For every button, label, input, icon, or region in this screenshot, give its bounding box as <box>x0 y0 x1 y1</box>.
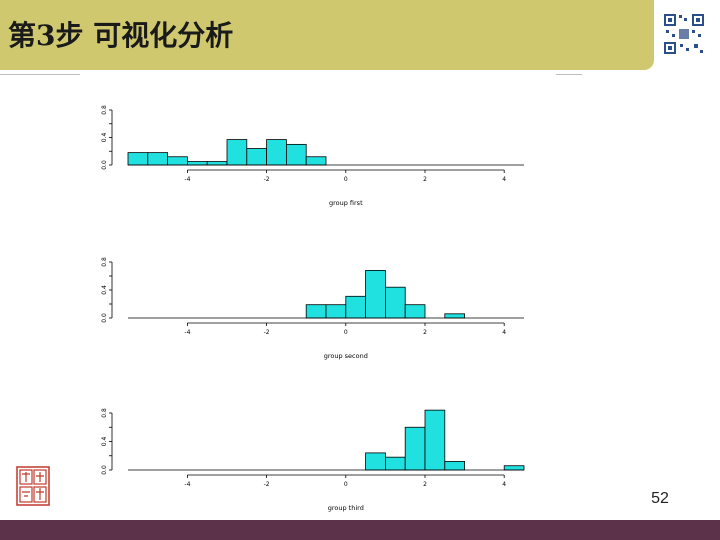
x-tick-label: -2 <box>264 329 270 336</box>
y-tick-label: 0.4 <box>101 133 108 143</box>
x-tick-label: 4 <box>502 481 506 488</box>
x-tick-label: 0 <box>344 176 348 183</box>
header-band <box>0 0 654 70</box>
slide-title: 第3步 可视化分析 <box>8 19 234 52</box>
histogram-bar <box>424 409 446 471</box>
histogram-bar <box>404 426 426 471</box>
y-tick-label: 0.8 <box>101 105 108 115</box>
histogram-bar <box>444 461 465 471</box>
y-tick-label: 0.8 <box>101 257 108 267</box>
histogram-bar <box>246 148 268 166</box>
y-tick-label: 0.0 <box>101 465 108 475</box>
x-axis-label: group first <box>329 199 363 207</box>
histogram-bar <box>503 465 525 471</box>
histogram-bar <box>325 304 347 319</box>
page-number: 52 <box>651 490 669 507</box>
y-tick-label: 0.0 <box>101 313 108 323</box>
header-divider-right <box>556 74 582 75</box>
histogram-bar <box>384 286 406 319</box>
x-axis-label: group third <box>328 504 364 512</box>
y-tick-label: 0.4 <box>101 285 108 295</box>
x-axis-label: group second <box>324 352 368 360</box>
footer-band <box>0 520 720 540</box>
x-tick-label: 4 <box>502 329 506 336</box>
x-tick-label: -4 <box>184 329 190 336</box>
y-tick-label: 0.0 <box>101 160 108 170</box>
qr-code-icon <box>662 12 706 56</box>
histogram-bar <box>345 295 366 319</box>
x-tick-label: 2 <box>423 481 427 488</box>
x-tick-label: 2 <box>423 329 427 336</box>
x-tick-label: -4 <box>184 176 190 183</box>
histogram-bar <box>147 152 169 166</box>
y-tick-label: 0.4 <box>101 437 108 447</box>
histogram-bar <box>404 304 426 319</box>
histogram-bar <box>186 161 208 166</box>
histogram-bar <box>167 156 188 166</box>
header-divider <box>0 74 80 75</box>
histogram-bar <box>305 304 327 319</box>
x-tick-label: 2 <box>423 176 427 183</box>
histogram-bar <box>266 139 287 166</box>
histogram-bar <box>285 143 307 166</box>
x-tick-label: 0 <box>344 329 348 336</box>
x-tick-label: -2 <box>264 481 270 488</box>
histogram-bar <box>305 156 327 166</box>
histogram-bar <box>444 313 465 319</box>
histogram-bar <box>206 161 228 166</box>
x-tick-label: 4 <box>502 176 506 183</box>
histogram-bar <box>365 452 386 471</box>
histogram-bar <box>127 152 149 166</box>
x-tick-label: -4 <box>184 481 190 488</box>
histogram-bar <box>226 139 248 166</box>
x-tick-label: -2 <box>264 176 270 183</box>
histogram-bar <box>365 269 386 319</box>
y-tick-label: 0.8 <box>101 408 108 418</box>
seal-logo-icon <box>16 466 50 506</box>
x-tick-label: 0 <box>344 481 348 488</box>
histogram-bar <box>384 456 406 471</box>
